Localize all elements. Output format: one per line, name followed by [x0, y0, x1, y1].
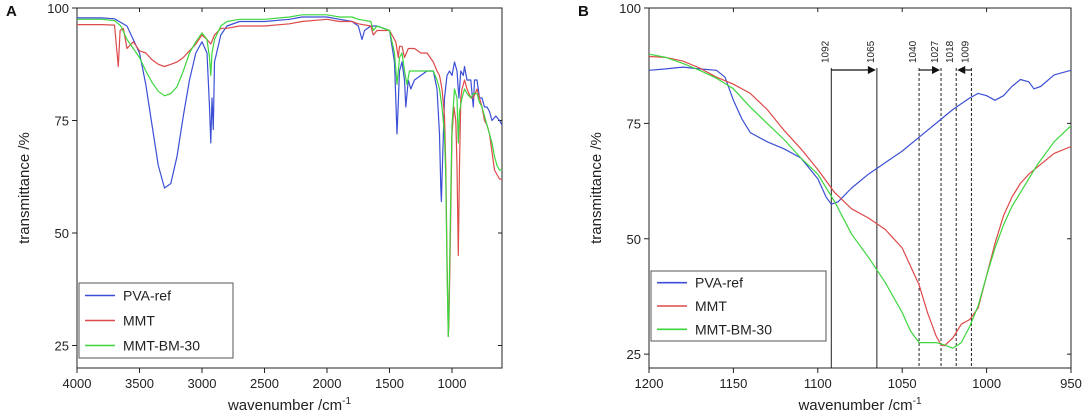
series-line-mmt: [77, 18, 502, 338]
x-axis-label: wavenumber /cm-1: [797, 396, 922, 414]
panel-tag-a: A: [6, 3, 17, 20]
plot-frame: [76, 7, 503, 369]
series-line-mmt: [649, 55, 1071, 347]
legend-label-pva-ref: PVA-ref: [123, 288, 171, 304]
x-tick-label: 4000: [63, 376, 92, 391]
y-tick-label: 50: [627, 232, 641, 247]
x-tick-label: 1200: [635, 376, 664, 391]
marker-label-1065: 1065: [866, 40, 877, 63]
series-line-mmt-bm-30: [649, 53, 1071, 349]
legend-label-mmt-bm-30: MMT-BM-30: [123, 338, 200, 354]
shift-arrowhead-1009-1018: [957, 66, 966, 74]
x-tick-label: 2000: [313, 376, 342, 391]
marker-label-1092: 1092: [820, 40, 831, 63]
y-tick-label: 25: [55, 339, 69, 354]
y-tick-label: 100: [47, 1, 69, 16]
y-tick-label: 100: [619, 1, 641, 16]
x-tick-label: 3500: [125, 376, 154, 391]
x-axis-label-superscript: -1: [342, 396, 351, 407]
x-tick-label: 1050: [888, 376, 917, 391]
legend-label-mmt: MMT: [695, 298, 727, 314]
series-line-pva-ref: [77, 16, 502, 203]
x-tick-label: 1100: [804, 376, 832, 391]
marker-label-1027: 1027: [930, 40, 941, 63]
plot-frame: [648, 7, 1072, 369]
series-line-pva-ref: [649, 66, 1071, 205]
x-axis-label-text: wavenumber /cm: [227, 397, 342, 414]
y-tick-label: 75: [55, 114, 69, 129]
legend-label-pva-ref: PVA-ref: [695, 275, 743, 291]
x-axis-label-text: wavenumber /cm: [797, 397, 912, 414]
x-tick-label: 3000: [188, 376, 217, 391]
marker-label-1009: 1009: [960, 40, 971, 63]
y-axis-label: transmittance /%: [588, 132, 605, 244]
marker-label-1018: 1018: [945, 40, 956, 63]
legend: PVA-ref MMT MMT-BM-30: [650, 270, 827, 342]
y-tick-label: 25: [627, 347, 641, 362]
x-tick-label: 1150: [719, 376, 747, 391]
shift-arrowhead-1092-1065: [867, 66, 876, 74]
y-tick-label: 50: [55, 226, 69, 241]
chart-panel-b: 1200 1150 1100 1050 1000 950 25 50 75 100 wavenumb…: [588, 1, 1082, 414]
y-tick-label: 75: [627, 116, 641, 131]
x-tick-label: 1000: [972, 376, 1001, 391]
y-axis-label: transmittance /%: [16, 132, 33, 244]
legend: PVA-ref MMT MMT-BM-30: [78, 282, 234, 359]
x-tick-label: 2500: [250, 376, 279, 391]
x-tick-label: 950: [1060, 376, 1082, 391]
legend-label-mmt-bm-30: MMT-BM-30: [695, 321, 772, 337]
legend-label-mmt: MMT: [123, 313, 155, 329]
shift-arrowhead-1040-1027: [932, 66, 941, 74]
panel-tag-b: B: [578, 3, 589, 20]
x-tick-label: 1000: [438, 376, 467, 391]
chart-panel-a: 4000 3500 3000 2500 2000 1500 1000 25 50 75 100 wav…: [16, 1, 503, 414]
marker-label-1040: 1040: [908, 40, 919, 63]
x-axis-label: wavenumber /cm-1: [227, 396, 352, 414]
series-line-mmt-bm-30: [77, 14, 502, 338]
x-tick-label: 1500: [375, 376, 404, 391]
x-axis-label-superscript: -1: [913, 396, 922, 407]
